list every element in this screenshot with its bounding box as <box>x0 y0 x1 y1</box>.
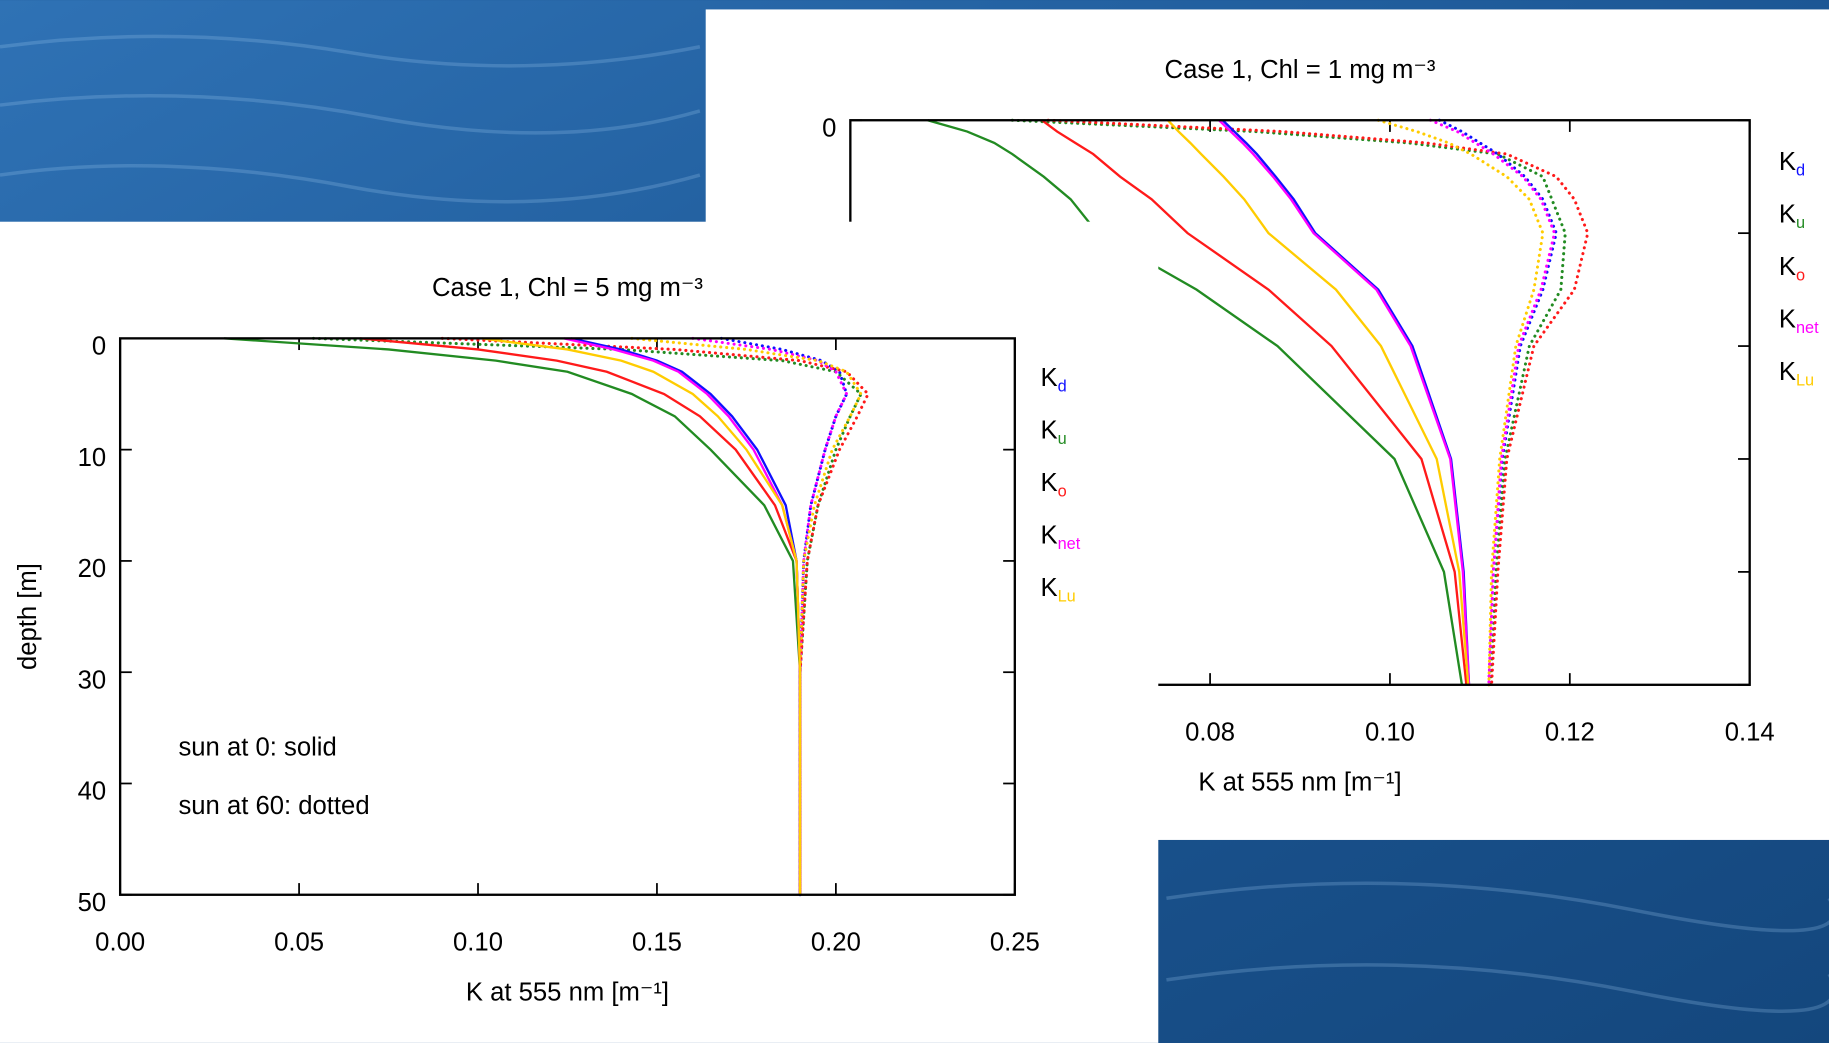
plot-frame <box>118 337 1016 896</box>
line-sun0 <box>1041 119 1468 685</box>
y-tick-label: 10 <box>78 444 107 472</box>
y-tick-label: 0 <box>92 332 106 360</box>
annotation: sun at 60: dotted <box>178 792 369 820</box>
x-tick-label: 0.08 <box>1185 719 1235 747</box>
panel-chl5 <box>0 221 1159 1043</box>
chart-chl1: Case 1, Chl = 1 mg m⁻³0.080.100.120.1401… <box>808 56 1819 797</box>
line-sun0 <box>1167 119 1470 685</box>
x-tick-label: 0.00 <box>95 929 145 957</box>
y-tick-label: 40 <box>78 778 107 806</box>
line-sun0 <box>927 119 1464 685</box>
line-sun0 <box>1218 119 1471 685</box>
x-axis-label: K at 555 nm [m⁻¹] <box>1198 769 1401 797</box>
legend-entry: Ko <box>1040 469 1066 501</box>
y-tick-label: 0 <box>822 114 836 142</box>
legend-entry: KLu <box>1779 358 1814 390</box>
chart-title: Case 1, Chl = 5 mg m⁻³ <box>432 274 703 302</box>
line-sun60 <box>440 336 870 897</box>
annotation: sun at 0: solid <box>178 734 336 762</box>
x-tick-label: 0.20 <box>811 929 861 957</box>
chart-title: Case 1, Chl = 1 mg m⁻³ <box>1165 56 1436 84</box>
x-tick-label: 0.14 <box>1725 719 1775 747</box>
x-tick-label: 0.05 <box>274 929 324 957</box>
waves <box>0 34 1829 1013</box>
x-tick-label: 0.15 <box>632 929 682 957</box>
y-axis-label: depth [m] <box>14 563 42 670</box>
line-sun0 <box>481 337 802 895</box>
line-sun60 <box>1437 118 1558 687</box>
x-tick-label: 0.10 <box>1365 719 1415 747</box>
line-sun60 <box>1376 118 1545 687</box>
y-tick-label: 50 <box>78 889 107 917</box>
x-tick-label: 0.25 <box>990 929 1040 957</box>
chart-chl5: Case 1, Chl = 5 mg m⁻³ 0.00 0.05 0.10 0.15 0.… <box>14 274 1081 1007</box>
x-tick-label: 0.10 <box>453 929 503 957</box>
y-tick-label: 20 <box>78 555 107 583</box>
x-axis-label: K at 555 nm [m⁻¹] <box>466 979 669 1007</box>
line-sun60 <box>1428 118 1557 687</box>
x-tick-label: 0.12 <box>1545 719 1595 747</box>
y-tick-label: 30 <box>78 666 107 694</box>
